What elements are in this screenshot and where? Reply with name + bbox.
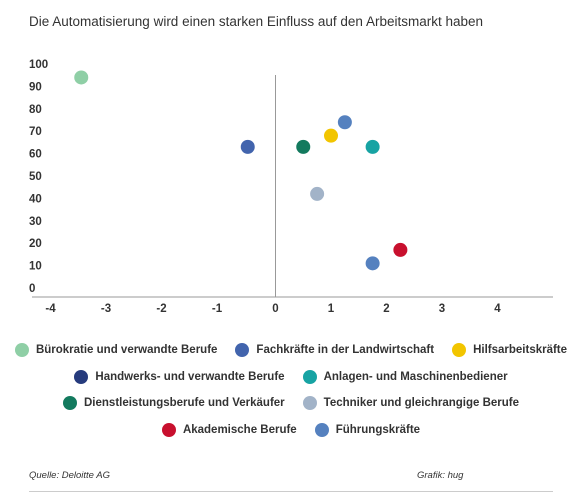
- legend-item: Fachkräfte in der Landwirtschaft: [235, 343, 435, 358]
- data-point: [74, 70, 89, 85]
- x-tick-label: 2: [383, 303, 389, 315]
- y-tick-label: 50: [29, 171, 42, 183]
- footer-divider: [29, 491, 553, 492]
- legend-swatch: [63, 396, 77, 411]
- x-axis-ticks: -4 -3 -2 -1 0 1 2 3 4: [45, 303, 501, 315]
- data-point: [337, 115, 352, 130]
- legend-swatch: [14, 343, 29, 358]
- legend-row: Akademische Berufe Führungskräfte: [0, 417, 582, 444]
- x-tick-label: -2: [156, 303, 166, 315]
- legend-row: Dienstleistungsberufe und Verkäufer Techn…: [0, 390, 582, 417]
- x-tick-label: -3: [101, 303, 111, 315]
- data-points: [74, 70, 408, 271]
- legend-swatch: [314, 422, 329, 437]
- y-tick-label: 60: [29, 149, 42, 161]
- legend-label: Hilfsarbeitskräfte: [473, 344, 568, 357]
- data-point: [365, 256, 380, 271]
- y-tick-label: 90: [29, 81, 42, 93]
- legend-row: Handwerks- und verwandte Berufe Anlagen- …: [0, 364, 582, 391]
- data-point: [393, 242, 408, 257]
- source-note: Quelle: Deloitte AG: [29, 470, 110, 481]
- legend-swatch: [161, 422, 176, 437]
- x-tick-label: 3: [439, 303, 445, 315]
- y-tick-label: 100: [29, 59, 48, 71]
- data-point: [240, 139, 255, 154]
- credit-note: Grafik: hug: [417, 470, 464, 481]
- y-tick-label: 0: [29, 283, 35, 295]
- legend-label: Handwerks- und verwandte Berufe: [95, 370, 285, 383]
- data-point: [365, 139, 380, 154]
- x-tick-label: 4: [494, 303, 501, 315]
- data-point: [310, 186, 325, 201]
- chart-title: Die Automatisierung wird einen starken E…: [29, 14, 483, 29]
- legend-swatch: [452, 343, 467, 358]
- legend-label: Führungskräfte: [335, 423, 421, 436]
- legend-label: Anlagen- und Maschinenbediener: [323, 370, 508, 383]
- y-tick-label: 80: [29, 104, 42, 116]
- x-tick-label: -4: [45, 303, 56, 315]
- data-point: [296, 139, 311, 154]
- x-tick-label: 1: [328, 303, 335, 315]
- legend-label: Dienstleistungsberufe und Verkäufer: [84, 397, 285, 410]
- legend-row: Bürokratie und verwandte Berufe Fachkräft…: [0, 337, 582, 364]
- legend-item: Dienstleistungsberufe und Verkäufer: [63, 396, 285, 411]
- y-tick-label: 70: [29, 126, 42, 138]
- y-tick-label: 10: [29, 261, 42, 273]
- x-tick-label: -1: [212, 303, 223, 315]
- legend-item: Handwerks- und verwandte Berufe: [74, 369, 285, 384]
- legend-label: Techniker und gleichrangige Berufe: [323, 397, 519, 410]
- legend-label: Akademische Berufe: [182, 423, 297, 436]
- legend-swatch: [74, 369, 89, 384]
- legend-item: Techniker und gleichrangige Berufe: [302, 396, 519, 411]
- y-tick-label: 30: [29, 216, 42, 228]
- x-tick-label: 0: [272, 303, 278, 315]
- legend-item: Akademische Berufe: [161, 422, 297, 437]
- legend-label: Fachkräfte in der Landwirtschaft: [256, 344, 435, 357]
- y-tick-label: 20: [29, 238, 42, 250]
- y-tick-label: 40: [29, 193, 42, 205]
- legend-swatch: [302, 369, 317, 384]
- legend-item: Bürokratie und verwandte Berufe: [14, 343, 218, 358]
- legend-item: Hilfsarbeitskräfte: [452, 343, 568, 358]
- data-point: [324, 128, 338, 143]
- legend: Bürokratie und verwandte Berufe Fachkräft…: [0, 337, 582, 443]
- legend-item: Führungskräfte: [314, 422, 421, 437]
- legend-swatch: [302, 396, 317, 411]
- legend-label: Bürokratie und verwandte Berufe: [35, 344, 218, 357]
- legend-item: Anlagen- und Maschinenbediener: [302, 369, 508, 384]
- scatter-chart: 0 10 20 30 40 50 60 70 80 90 100 -4 -3 -2 -1 0 1 2 3 4: [29, 59, 553, 315]
- y-axis-ticks: 0 10 20 30 40 50 60 70 80 90 100: [29, 59, 48, 295]
- legend-swatch: [235, 343, 250, 358]
